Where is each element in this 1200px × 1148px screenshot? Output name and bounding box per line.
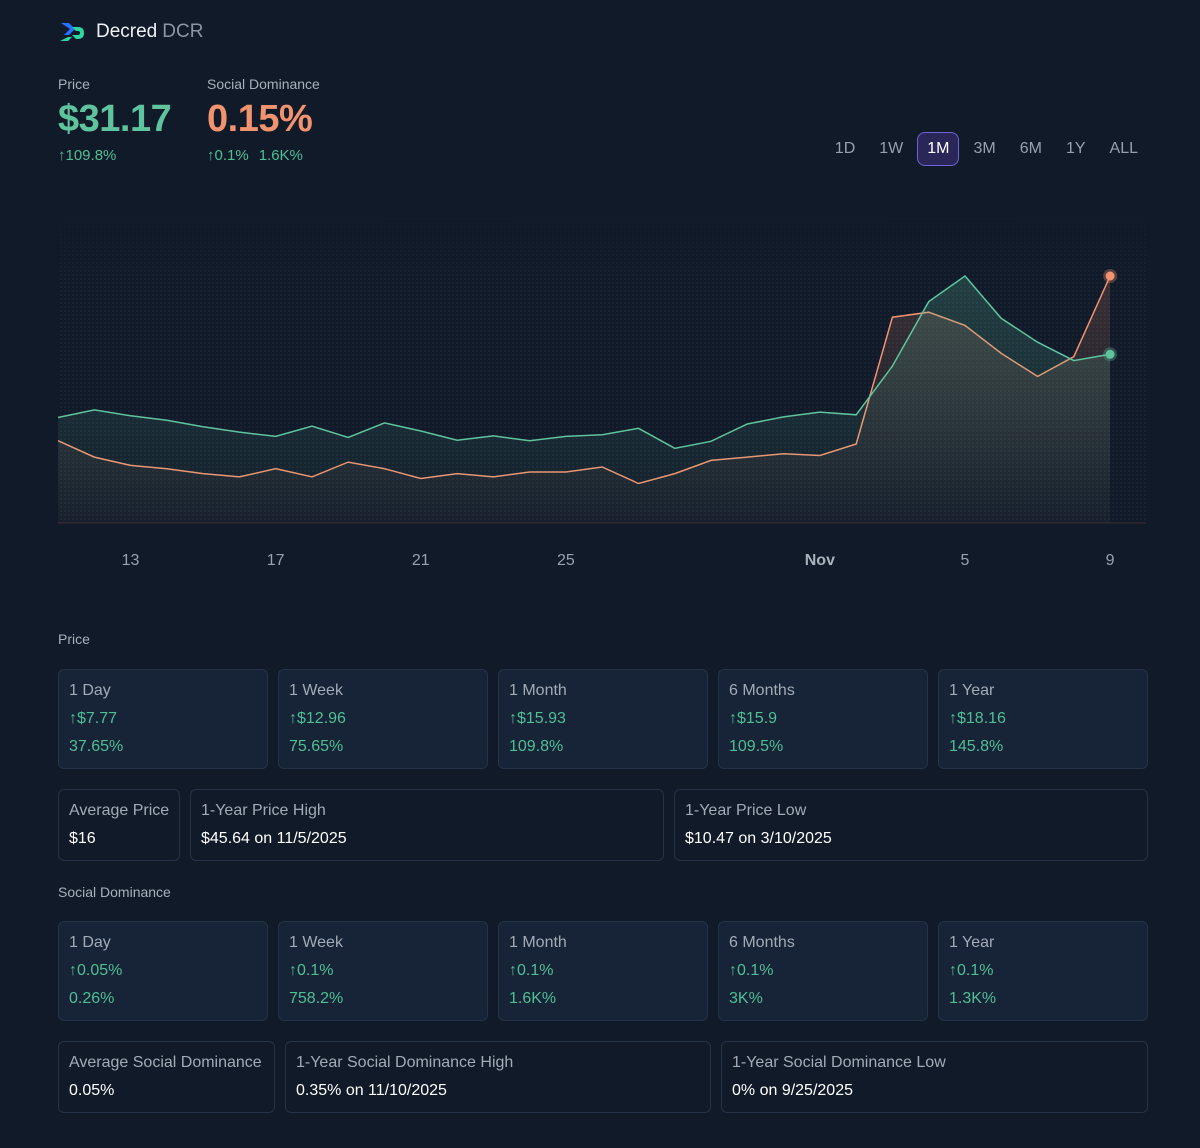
stat-label: 1-Year Social Dominance Low bbox=[732, 1054, 946, 1071]
x-tick-label: Nov bbox=[805, 552, 835, 569]
asset-name: Decred bbox=[96, 21, 158, 42]
card-change: ↑$15.9 bbox=[729, 710, 778, 727]
social-dominance-high-stat: 1-Year Social Dominance High 0.35% on 11… bbox=[285, 1041, 711, 1113]
stat-label: 1-Year Price High bbox=[201, 802, 326, 819]
range-button-3m[interactable]: 3M bbox=[973, 140, 996, 157]
card-percent: 109.8% bbox=[509, 738, 564, 755]
chart-canvas[interactable]: 13 17 21 25 Nov 5 9 bbox=[0, 190, 1200, 590]
price-last-point bbox=[1105, 349, 1115, 359]
card-change: ↑0.1% bbox=[509, 962, 554, 979]
price-low-stat: 1-Year Price Low $10.47 on 3/10/2025 bbox=[674, 789, 1148, 861]
x-tick-label: 9 bbox=[1106, 552, 1115, 569]
card-percent: 758.2% bbox=[289, 990, 344, 1007]
card-label: 1 Month bbox=[509, 934, 567, 951]
x-tick-label: 25 bbox=[557, 552, 575, 569]
social-dominance-metric: Social Dominance 0.15% ↑0.1% 1.6K% bbox=[207, 76, 320, 164]
card-change: ↑$7.77 bbox=[69, 710, 118, 727]
price-section-title: Price bbox=[58, 631, 90, 647]
range-button-1m[interactable]: 1M bbox=[917, 132, 960, 166]
price-series-line bbox=[57, 274, 1111, 450]
x-tick-label: 21 bbox=[412, 552, 430, 569]
social-card-1-week: 1 Week ↑0.1% 758.2% bbox=[278, 921, 488, 1021]
card-label: 1 Week bbox=[289, 682, 343, 699]
range-button-1w[interactable]: 1W bbox=[879, 140, 904, 157]
price-metric-change: ↑109.8% bbox=[58, 147, 117, 164]
social-dominance-low-stat: 1-Year Social Dominance Low 0% on 9/25/2… bbox=[721, 1041, 1148, 1113]
social-last-point bbox=[1105, 271, 1115, 281]
x-tick-label: 17 bbox=[267, 552, 285, 569]
price-social-chart[interactable]: 13 17 21 25 Nov 5 9 bbox=[0, 190, 1200, 590]
stat-value: 0.35% on 11/10/2025 bbox=[296, 1082, 447, 1099]
stat-value: $10.47 on 3/10/2025 bbox=[685, 830, 832, 847]
social-dominance-section-title: Social Dominance bbox=[58, 884, 171, 900]
price-card-6-months: 6 Months ↑$15.9 109.5% bbox=[718, 669, 928, 769]
social-dominance-metric-label: Social Dominance bbox=[207, 76, 320, 92]
card-label: 1 Year bbox=[949, 682, 995, 699]
x-axis-ticks: 13 17 21 25 Nov 5 9 bbox=[122, 552, 1115, 569]
card-label: 1 Week bbox=[289, 934, 343, 951]
card-change: ↑$15.93 bbox=[509, 710, 566, 727]
card-percent: 1.3K% bbox=[949, 990, 997, 1007]
price-series-area bbox=[58, 276, 1111, 523]
price-card-1-week: 1 Week ↑$12.96 75.65% bbox=[278, 669, 488, 769]
social-card-1-year: 1 Year ↑0.1% 1.3K% bbox=[938, 921, 1148, 1021]
average-price-stat: Average Price $16 bbox=[58, 789, 180, 861]
card-change: ↑$12.96 bbox=[289, 710, 346, 727]
social-card-1-day: 1 Day ↑0.05% 0.26% bbox=[58, 921, 268, 1021]
social-card-1-month: 1 Month ↑0.1% 1.6K% bbox=[498, 921, 708, 1021]
range-button-all[interactable]: ALL bbox=[1109, 140, 1138, 157]
price-metric: Price $31.17 ↑109.8% bbox=[58, 76, 172, 164]
card-label: 1 Day bbox=[69, 682, 111, 699]
social-dominance-change-pct: 1.6K% bbox=[258, 147, 303, 164]
social-dominance-change: ↑0.1% bbox=[207, 147, 249, 164]
price-high-stat: 1-Year Price High $45.64 on 11/5/2025 bbox=[190, 789, 664, 861]
time-range-selector: 1D 1W 1M 3M 6M 1Y ALL bbox=[825, 132, 1148, 166]
series-layer bbox=[57, 269, 1118, 523]
card-label: 6 Months bbox=[729, 682, 795, 699]
card-change: ↑$18.16 bbox=[949, 710, 1006, 727]
stat-label: Average Social Dominance bbox=[69, 1054, 262, 1071]
stat-value: $16 bbox=[69, 830, 96, 847]
price-card-1-day: 1 Day ↑$7.77 37.65% bbox=[58, 669, 268, 769]
social-dominance-metric-value: 0.15% bbox=[207, 98, 313, 140]
range-button-6m[interactable]: 6M bbox=[1019, 140, 1042, 157]
price-metric-value: $31.17 bbox=[58, 98, 172, 140]
card-percent: 1.6K% bbox=[509, 990, 557, 1007]
x-tick-label: 13 bbox=[122, 552, 140, 569]
card-change: ↑0.05% bbox=[69, 962, 123, 979]
stat-label: 1-Year Price Low bbox=[685, 802, 807, 819]
card-change: ↑0.1% bbox=[729, 962, 774, 979]
card-change: ↑0.1% bbox=[289, 962, 334, 979]
stat-value: 0.05% bbox=[69, 1082, 115, 1099]
card-percent: 75.65% bbox=[289, 738, 344, 755]
stat-value: $45.64 on 11/5/2025 bbox=[201, 830, 347, 847]
decred-logo-icon bbox=[60, 23, 84, 41]
average-social-dominance-stat: Average Social Dominance 0.05% bbox=[58, 1041, 275, 1113]
stat-label: Average Price bbox=[69, 802, 170, 819]
x-tick-label: 5 bbox=[961, 552, 970, 569]
card-label: 1 Year bbox=[949, 934, 995, 951]
price-card-1-month: 1 Month ↑$15.93 109.8% bbox=[498, 669, 708, 769]
app-header: Decred DCR bbox=[58, 18, 203, 46]
asset-ticker: DCR bbox=[162, 21, 204, 42]
price-metric-label: Price bbox=[58, 76, 90, 92]
card-label: 6 Months bbox=[729, 934, 795, 951]
card-percent: 145.8% bbox=[949, 738, 1004, 755]
stat-value: 0% on 9/25/2025 bbox=[732, 1082, 853, 1099]
card-change: ↑0.1% bbox=[949, 962, 994, 979]
card-percent: 109.5% bbox=[729, 738, 784, 755]
card-label: 1 Day bbox=[69, 934, 111, 951]
social-card-6-months: 6 Months ↑0.1% 3K% bbox=[718, 921, 928, 1021]
range-button-1d[interactable]: 1D bbox=[834, 140, 856, 157]
card-percent: 0.26% bbox=[69, 990, 115, 1007]
card-percent: 3K% bbox=[729, 990, 763, 1007]
stat-label: 1-Year Social Dominance High bbox=[296, 1054, 514, 1071]
card-percent: 37.65% bbox=[69, 738, 124, 755]
price-card-1-year: 1 Year ↑$18.16 145.8% bbox=[938, 669, 1148, 769]
range-button-1y[interactable]: 1Y bbox=[1065, 140, 1086, 157]
card-label: 1 Month bbox=[509, 682, 567, 699]
